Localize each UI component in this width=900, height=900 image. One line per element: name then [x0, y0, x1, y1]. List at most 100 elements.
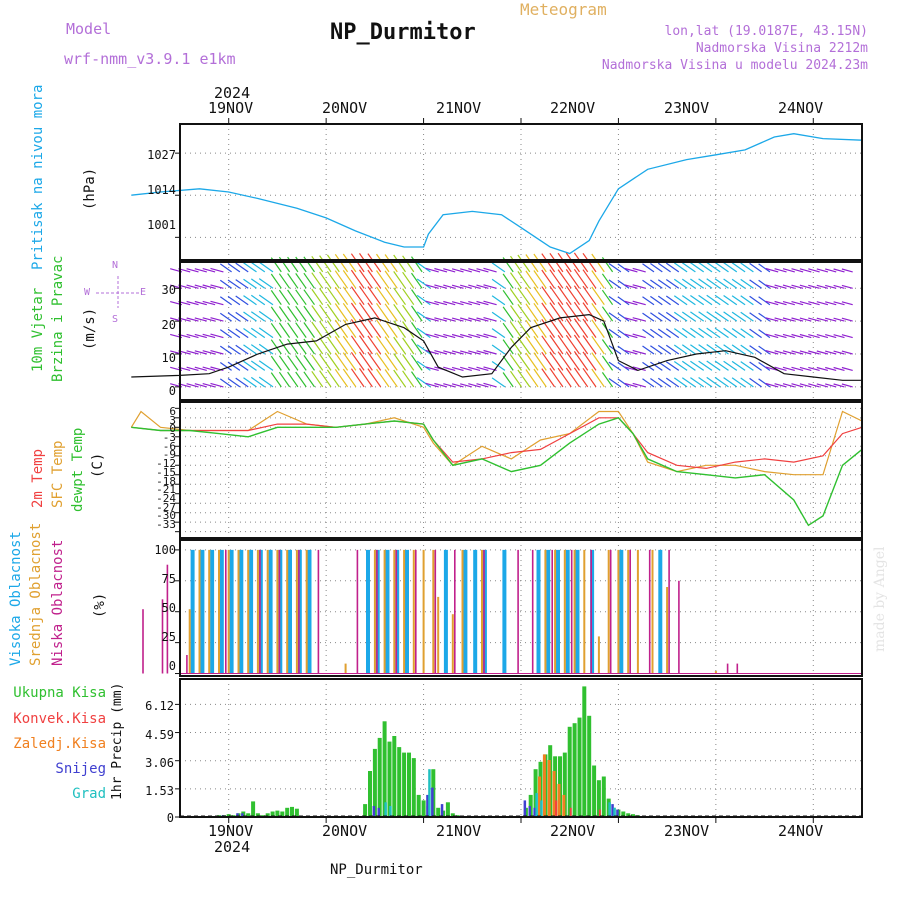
- mid-cloud-bar: [714, 671, 717, 674]
- wind-barb: [350, 368, 365, 388]
- high-cloud-bar: [590, 549, 595, 674]
- wind-barb: [657, 262, 671, 273]
- wind-barb: [326, 270, 340, 289]
- total-precip-bar: [407, 752, 411, 817]
- wind-barb: [451, 383, 464, 388]
- wind-barb: [359, 368, 373, 388]
- wind-barb: [774, 317, 787, 322]
- wind-barb: [624, 317, 638, 322]
- wind-barb: [350, 286, 365, 306]
- wind-barb: [573, 301, 589, 322]
- wind-barb: [311, 370, 324, 388]
- wind-barb: [468, 366, 481, 371]
- footer-station: NP_Durmitor: [330, 862, 423, 878]
- total-precip-bar: [411, 758, 416, 817]
- temp-tick: -21: [156, 483, 176, 497]
- frozen-precip-bar: [557, 783, 561, 817]
- wind-barb: [782, 284, 795, 289]
- wind-barb: [740, 377, 754, 388]
- wind-barb: [791, 268, 804, 273]
- wind-barb: [270, 273, 282, 289]
- high-cloud-bar: [556, 549, 560, 674]
- wind-barb: [617, 362, 630, 371]
- total-precip-bar: [601, 776, 606, 817]
- wind-barb: [468, 301, 481, 306]
- wind-barb: [690, 278, 705, 289]
- wind-barb: [416, 344, 431, 355]
- wind-barb: [650, 345, 663, 355]
- wind-barb: [359, 318, 373, 338]
- wind-barb: [808, 268, 820, 273]
- wind-barb: [384, 319, 398, 338]
- wind-barb: [227, 378, 241, 388]
- wind-barb: [758, 312, 771, 322]
- top-date-label: 21NOV: [436, 99, 482, 117]
- wind-barb: [350, 269, 365, 289]
- wind-barb: [791, 383, 804, 388]
- mid-cloud-bar: [412, 549, 415, 674]
- snow-bar: [426, 794, 429, 817]
- wind-barb: [624, 284, 638, 289]
- wind-barb: [287, 273, 299, 289]
- wind-barb: [617, 263, 630, 273]
- wind-barb: [723, 262, 738, 273]
- wind-barb: [319, 304, 332, 322]
- wind-barb: [665, 328, 680, 339]
- total-precip-bar: [572, 723, 577, 817]
- wind-barb: [825, 317, 837, 322]
- wind-barb: [833, 317, 845, 322]
- wind-barb: [833, 383, 845, 388]
- wind-barb: [210, 267, 224, 273]
- wind-barb: [517, 353, 531, 371]
- high-cloud-bar: [405, 549, 409, 674]
- total-precip-bar: [450, 813, 455, 817]
- wind-barb: [393, 271, 406, 289]
- wind-barb: [460, 383, 472, 388]
- wind-barb: [287, 289, 299, 306]
- wind-barb: [698, 262, 713, 273]
- high-cloud-bar: [249, 549, 254, 674]
- cloud-tick: 25: [161, 630, 176, 644]
- wind-barb: [367, 269, 382, 289]
- wind-barb: [227, 345, 241, 355]
- wind-barb: [758, 279, 771, 289]
- wind-barb: [525, 336, 539, 355]
- wind-barb: [714, 261, 729, 273]
- total-precip-bar: [397, 747, 402, 817]
- wind-barb: [549, 335, 564, 355]
- wind-barb: [549, 351, 564, 371]
- wind-barb: [549, 285, 564, 306]
- wind-barb: [258, 360, 274, 371]
- wind-barb: [681, 344, 696, 355]
- lonlat-label: lon,lat (19.0187E, 43.15N): [664, 24, 869, 39]
- wind-barb: [841, 350, 853, 355]
- wind-barb: [650, 361, 663, 371]
- wind-barb: [541, 302, 556, 322]
- pressure-tick: 1001: [147, 218, 176, 232]
- compass-s-label: S: [112, 314, 119, 325]
- total-precip-bar: [290, 806, 294, 817]
- high-cloud-bar: [229, 549, 234, 674]
- wind-barb: [376, 352, 390, 371]
- credit-label: made by Angel: [872, 546, 888, 653]
- mid-cloud-bar: [651, 549, 654, 674]
- wind-barb: [491, 278, 506, 289]
- wind-barb: [833, 284, 845, 289]
- low-cloud-bar: [590, 549, 592, 674]
- wind-barb: [591, 368, 605, 388]
- wind-barb: [219, 296, 232, 306]
- temp-tick: -12: [156, 457, 176, 471]
- cloud-tick: 50: [161, 601, 176, 615]
- low-cloud-bar: [142, 609, 144, 674]
- wind-barb: [359, 269, 373, 289]
- mid-cloud-bar: [256, 549, 259, 674]
- wind-barb: [816, 284, 829, 289]
- wind-barb: [468, 268, 481, 273]
- low-cloud-bar: [454, 549, 456, 674]
- wind-barb: [434, 300, 448, 306]
- wind-barb: [706, 311, 721, 322]
- wind-barb: [557, 351, 572, 371]
- wind-barb: [342, 352, 357, 371]
- wind-barb: [791, 284, 804, 289]
- wind-barb: [617, 296, 630, 306]
